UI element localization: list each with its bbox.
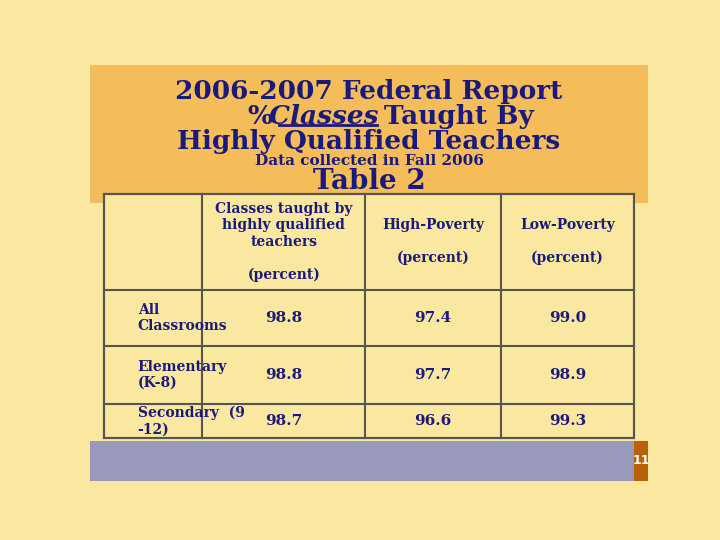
Text: 11: 11 bbox=[632, 454, 649, 467]
Text: Elementary
(K-8): Elementary (K-8) bbox=[138, 360, 227, 390]
Text: Table 2: Table 2 bbox=[312, 168, 426, 195]
Text: 99.0: 99.0 bbox=[549, 310, 586, 325]
Text: 98.9: 98.9 bbox=[549, 368, 586, 382]
Text: 2006-2007 Federal Report: 2006-2007 Federal Report bbox=[175, 79, 563, 104]
Text: Highly Qualified Teachers: Highly Qualified Teachers bbox=[177, 129, 561, 153]
FancyBboxPatch shape bbox=[634, 441, 648, 481]
Text: 99.3: 99.3 bbox=[549, 414, 586, 428]
Text: 98.8: 98.8 bbox=[265, 368, 302, 382]
FancyBboxPatch shape bbox=[104, 194, 634, 438]
Text: Secondary  (9
-12): Secondary (9 -12) bbox=[138, 406, 245, 436]
Text: Classes taught by
highly qualified
teachers

(percent): Classes taught by highly qualified teach… bbox=[215, 202, 353, 281]
Text: Low-Poverty

(percent): Low-Poverty (percent) bbox=[520, 219, 615, 265]
Text: 96.6: 96.6 bbox=[414, 414, 451, 428]
Text: Data collected in Fall 2006: Data collected in Fall 2006 bbox=[255, 154, 483, 168]
Text: 98.8: 98.8 bbox=[265, 310, 302, 325]
Text: %: % bbox=[248, 104, 282, 129]
Text: All
Classrooms: All Classrooms bbox=[138, 302, 228, 333]
Text: Classes: Classes bbox=[269, 104, 387, 129]
Text: High-Poverty

(percent): High-Poverty (percent) bbox=[382, 219, 484, 265]
FancyBboxPatch shape bbox=[90, 65, 648, 204]
Text: 98.7: 98.7 bbox=[265, 414, 302, 428]
Text: 97.7: 97.7 bbox=[414, 368, 451, 382]
FancyBboxPatch shape bbox=[90, 441, 634, 481]
Text: 97.4: 97.4 bbox=[414, 310, 451, 325]
Text: Taught By: Taught By bbox=[384, 104, 534, 129]
